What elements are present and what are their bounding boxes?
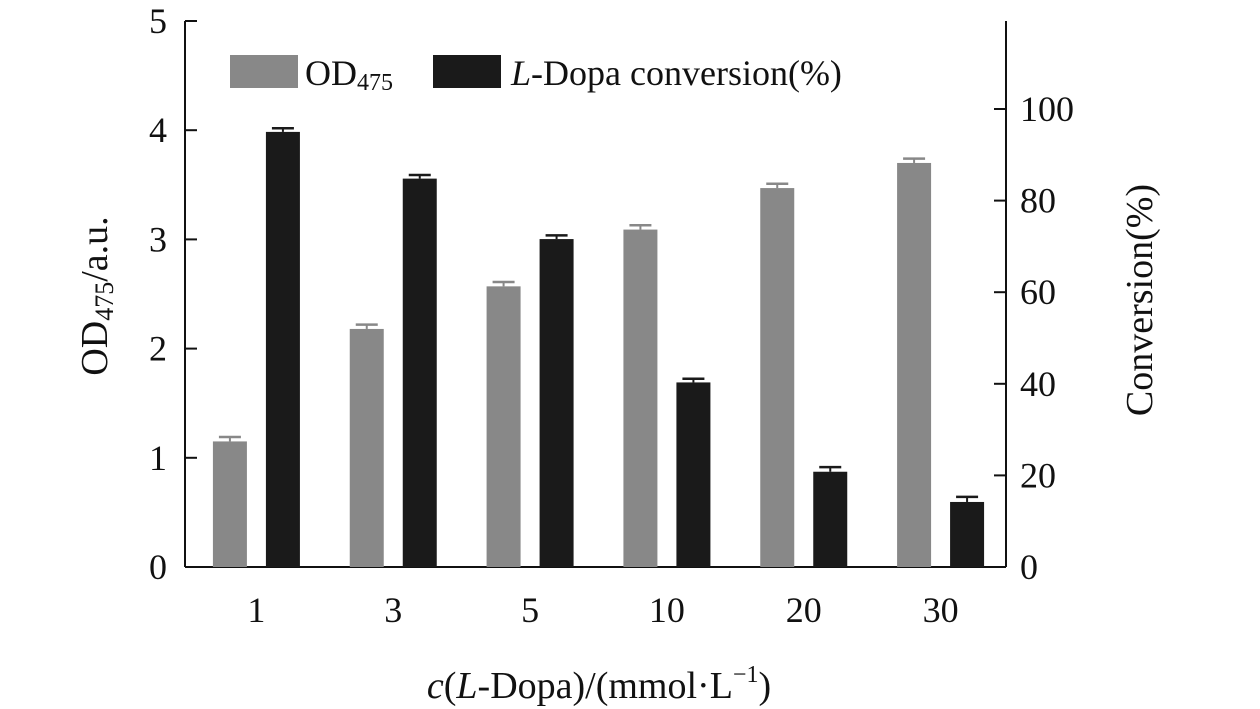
x-axis-title: c(L-Dopa)/(mmol·L−1) <box>427 662 771 707</box>
bar-od-1 <box>212 441 247 567</box>
left-tick-label: 1 <box>149 438 167 478</box>
bar-od-10 <box>623 229 658 567</box>
right-tick-label: 0 <box>1020 547 1038 587</box>
legend-swatch-conversion <box>433 55 501 88</box>
left-tick-label: 4 <box>149 110 167 150</box>
legend-label-conversion: L-Dopa conversion(%) <box>510 53 842 93</box>
bar-conversion-3 <box>402 178 437 567</box>
left-tick-label: 0 <box>149 547 167 587</box>
x-tick-label: 1 <box>247 590 265 630</box>
bar-conversion-10 <box>676 382 711 567</box>
x-tick-label: 5 <box>521 590 539 630</box>
left-axis-title: OD475/a.u. <box>74 216 119 375</box>
bar-od-20 <box>760 188 795 568</box>
x-axis-tick-labels: 1 3 5 10 20 30 <box>247 590 958 630</box>
x-tick-label: 3 <box>384 590 402 630</box>
bars <box>212 126 985 568</box>
bar-conversion-1 <box>265 131 300 567</box>
bar-od-30 <box>897 162 932 567</box>
right-tick-label: 40 <box>1020 364 1056 404</box>
x-tick-label: 10 <box>649 590 685 630</box>
bar-od-3 <box>349 328 384 567</box>
legend-swatch-od <box>230 55 298 88</box>
left-axis-ticks: 0 1 2 3 4 5 <box>149 1 197 587</box>
x-tick-label: 20 <box>786 590 822 630</box>
bar-conversion-5 <box>539 239 574 567</box>
left-tick-label: 3 <box>149 219 167 259</box>
right-axis-title: Conversion(%) <box>1119 184 1161 416</box>
left-tick-label: 5 <box>149 1 167 41</box>
right-tick-label: 60 <box>1020 272 1056 312</box>
legend: OD475 L-Dopa conversion(%) <box>230 53 842 96</box>
right-tick-label: 100 <box>1020 89 1074 129</box>
bar-conversion-30 <box>950 501 985 567</box>
legend-label-od: OD475 <box>305 53 393 96</box>
bar-od-5 <box>486 286 521 567</box>
right-tick-label: 20 <box>1020 455 1056 495</box>
right-tick-label: 80 <box>1020 181 1056 221</box>
bar-conversion-20 <box>813 471 848 567</box>
left-tick-label: 2 <box>149 329 167 369</box>
right-axis-ticks: 0 20 40 60 80 100 <box>994 89 1074 587</box>
x-tick-label: 30 <box>923 590 959 630</box>
